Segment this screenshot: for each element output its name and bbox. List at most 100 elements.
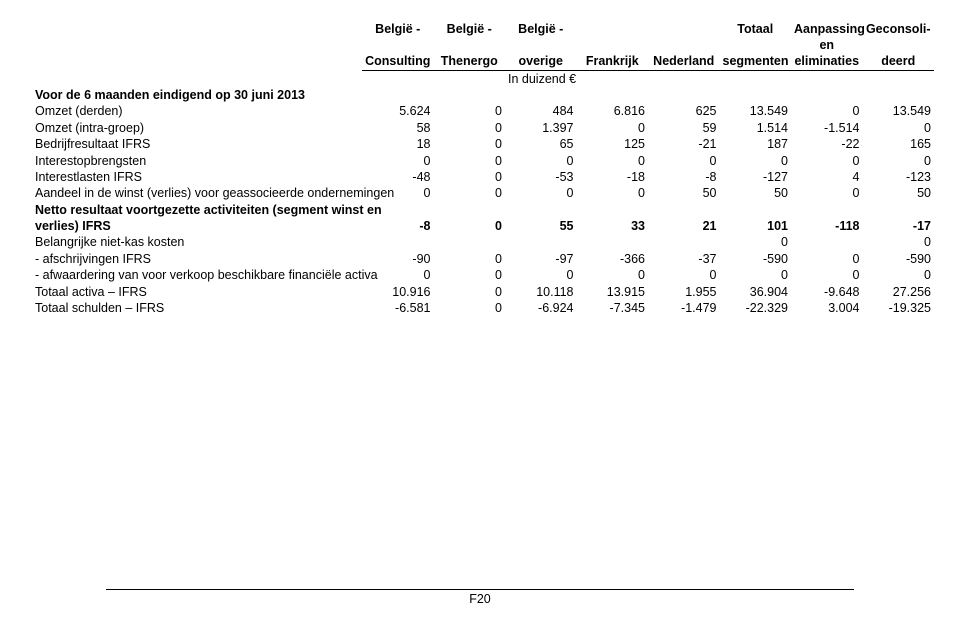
cell [720, 202, 792, 218]
cell: 0 [434, 218, 506, 234]
cell: 10.916 [362, 283, 434, 299]
cell [577, 202, 649, 218]
cell: 0 [434, 136, 506, 152]
cell: 50 [648, 185, 720, 201]
cell: -22.329 [720, 300, 792, 316]
cell: -6.581 [362, 300, 434, 316]
cell: 101 [720, 218, 792, 234]
cell: -9.648 [791, 283, 863, 299]
col-header-line3-0: Consulting [362, 53, 434, 70]
cell: -8 [362, 218, 434, 234]
cell: 0 [720, 267, 792, 283]
cell: 0 [434, 251, 506, 267]
col-header-line1-4 [648, 20, 720, 36]
cell: 125 [577, 136, 649, 152]
col-header-line2-7 [863, 37, 935, 53]
col-header-line2-2 [505, 37, 577, 53]
cell: -7.345 [577, 300, 649, 316]
cell: -8 [648, 169, 720, 185]
cell: 625 [648, 103, 720, 119]
cell: -22 [791, 136, 863, 152]
cell: 0 [505, 267, 577, 283]
col-header-line2-4 [648, 37, 720, 53]
row-label: Totaal schulden – IFRS [32, 300, 362, 316]
cell: 55 [505, 218, 577, 234]
cell [791, 234, 863, 250]
cell: 0 [434, 169, 506, 185]
cell: -1.514 [791, 120, 863, 136]
cell: 10.118 [505, 283, 577, 299]
cell: 0 [577, 152, 649, 168]
cell: -48 [362, 169, 434, 185]
cell: 187 [720, 136, 792, 152]
cell: 0 [505, 152, 577, 168]
row-label: verlies) IFRS [32, 218, 362, 234]
cell [648, 202, 720, 218]
cell: 3.004 [791, 300, 863, 316]
cell: 18 [362, 136, 434, 152]
col-header-line2-3 [577, 37, 649, 53]
cell: -18 [577, 169, 649, 185]
cell: 13.915 [577, 283, 649, 299]
page-number: F20 [469, 592, 491, 606]
cell: 0 [863, 152, 935, 168]
col-header-line1-6: Aanpassing [791, 20, 863, 36]
cell: 0 [577, 185, 649, 201]
row-label: Belangrijke niet-kas kosten [32, 234, 362, 250]
cell: -37 [648, 251, 720, 267]
cell: 0 [791, 267, 863, 283]
row-label: Netto resultaat voortgezette activiteite… [32, 202, 362, 218]
cell [648, 234, 720, 250]
cell: 0 [791, 103, 863, 119]
col-header-line1-0: België - [362, 20, 434, 36]
cell: -90 [362, 251, 434, 267]
cell: 0 [434, 152, 506, 168]
cell [577, 234, 649, 250]
cell: 58 [362, 120, 434, 136]
cell: 65 [505, 136, 577, 152]
page-footer: F20 [0, 589, 960, 606]
cell: 1.514 [720, 120, 792, 136]
col-header-line1-2: België - [505, 20, 577, 36]
unit-label: In duizend € [505, 70, 577, 87]
cell: 0 [505, 185, 577, 201]
cell: 4 [791, 169, 863, 185]
cell [863, 202, 935, 218]
section-title: Voor de 6 maanden eindigend op 30 juni 2… [32, 87, 934, 103]
cell [791, 202, 863, 218]
row-label: Aandeel in de winst (verlies) voor geass… [32, 185, 362, 201]
col-header-line2-6: en [791, 37, 863, 53]
segment-table: België - België - België - Totaal Aanpas… [32, 18, 934, 316]
col-header-line3-7: deerd [863, 53, 935, 70]
cell: 0 [791, 152, 863, 168]
cell: 50 [720, 185, 792, 201]
cell: 0 [362, 152, 434, 168]
cell [434, 234, 506, 250]
cell: 5.624 [362, 103, 434, 119]
cell: -6.924 [505, 300, 577, 316]
cell: 0 [648, 267, 720, 283]
cell: 0 [577, 267, 649, 283]
cell: 0 [791, 251, 863, 267]
cell: -1.479 [648, 300, 720, 316]
row-label: Totaal activa – IFRS [32, 283, 362, 299]
cell: 0 [434, 103, 506, 119]
cell: 33 [577, 218, 649, 234]
cell: 0 [863, 234, 935, 250]
cell: 0 [791, 185, 863, 201]
cell: 0 [720, 152, 792, 168]
cell: 165 [863, 136, 935, 152]
cell: 13.549 [720, 103, 792, 119]
col-header-line1-1: België - [434, 20, 506, 36]
cell: -123 [863, 169, 935, 185]
cell: 27.256 [863, 283, 935, 299]
col-header-line1-7: Geconsoli- [863, 20, 935, 36]
cell: 50 [863, 185, 935, 201]
cell [434, 202, 506, 218]
cell [505, 234, 577, 250]
cell: 0 [434, 283, 506, 299]
cell [505, 202, 577, 218]
cell: 0 [434, 120, 506, 136]
col-header-line2-1 [434, 37, 506, 53]
col-header-line2-0 [362, 37, 434, 53]
